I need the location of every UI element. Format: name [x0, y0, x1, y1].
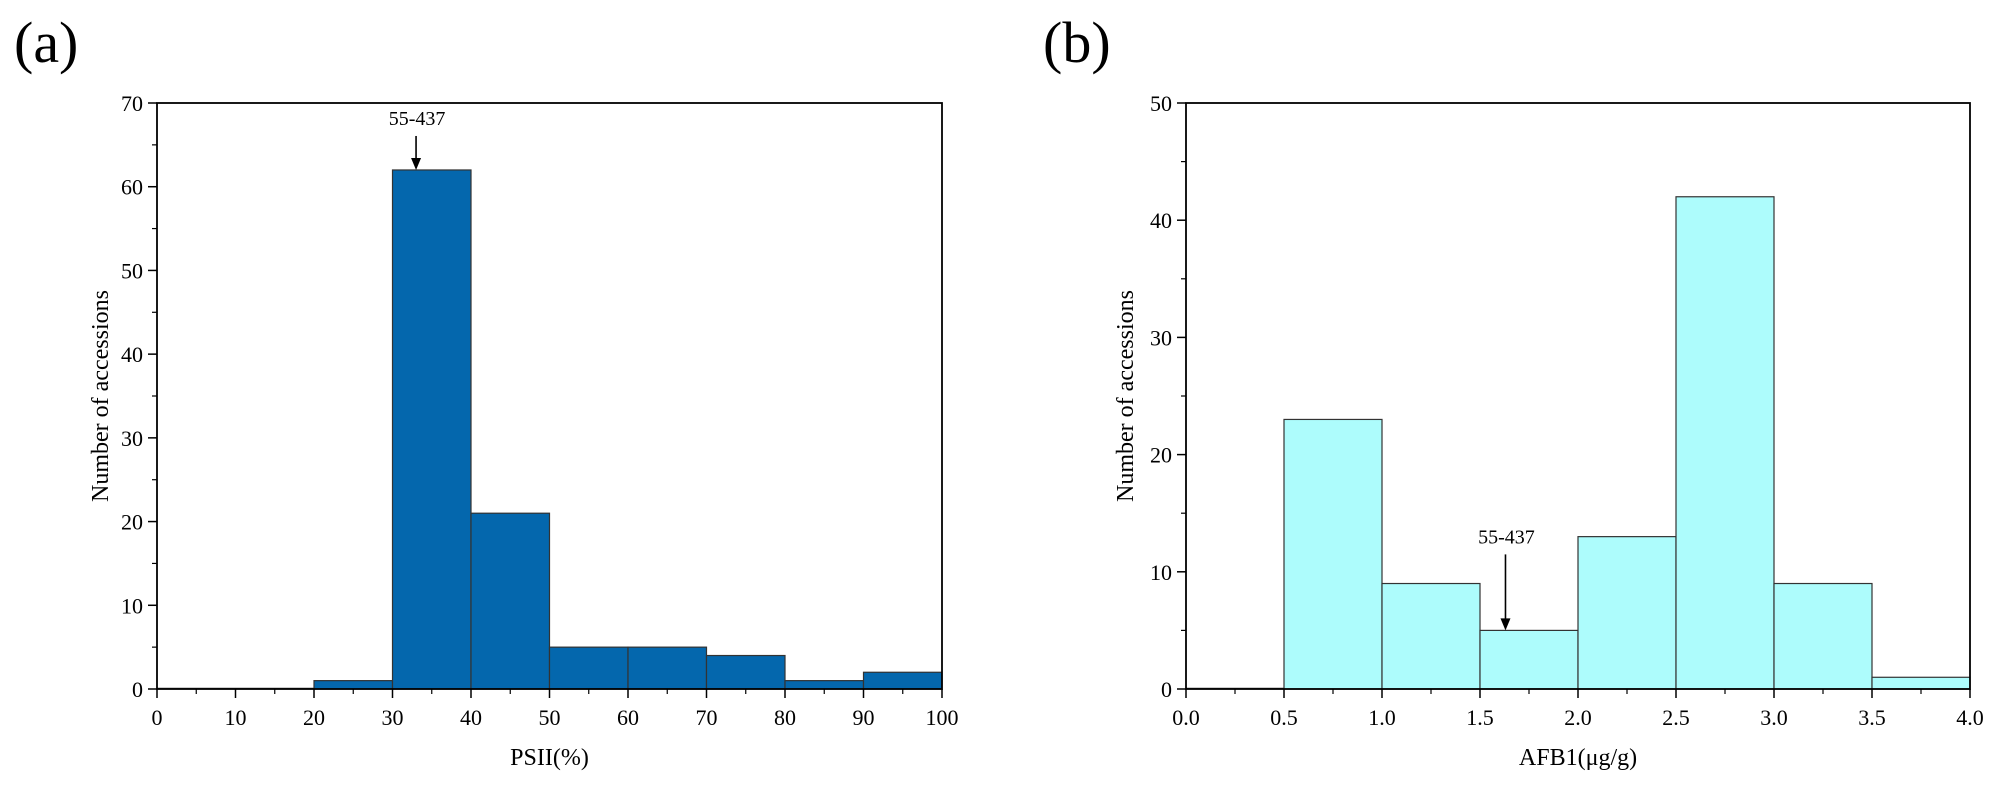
x-tick-label: 2.5: [1662, 705, 1690, 730]
histogram-bar: [313, 680, 394, 690]
x-tick-label: 0: [152, 705, 163, 730]
x-tick-label: 80: [774, 705, 796, 730]
y-axis-title: Number of accessions: [1113, 290, 1139, 502]
x-tick-label: 0.5: [1270, 705, 1298, 730]
y-tick-label: 20: [121, 510, 143, 535]
y-axis-title: Number of accessions: [88, 290, 114, 502]
histogram-bar: [1283, 418, 1383, 690]
annotation-arrowhead: [1500, 618, 1511, 631]
y-tick-label: 10: [1150, 560, 1172, 585]
x-tick-label: 2.0: [1564, 705, 1592, 730]
x-tick-label: 4.0: [1956, 705, 1984, 730]
histogram-bar: [391, 169, 472, 690]
y-tick-label: 20: [1150, 443, 1172, 468]
histogram-bar: [1479, 629, 1579, 690]
x-tick-label: 70: [696, 705, 718, 730]
x-tick-label: 1.5: [1466, 705, 1494, 730]
y-tick-label: 60: [121, 175, 143, 200]
x-tick-label: 40: [460, 705, 482, 730]
histogram-bar: [862, 671, 943, 690]
x-tick-label: 90: [853, 705, 875, 730]
chart-panel-b: (b) 0.0 0.5 1.0 1.5 2.0 2.5 3.0 3.5 4.0 0 10 20 30 40 5…: [1043, 10, 1984, 771]
histogram-bar: [1381, 582, 1481, 690]
histogram-bar: [470, 512, 551, 690]
x-tick-label: 3.0: [1760, 705, 1788, 730]
histogram-bar: [1773, 582, 1873, 690]
histogram-bar: [1871, 676, 1971, 690]
x-axis-title: PSII(%): [510, 745, 589, 771]
annotation-arrowhead: [411, 157, 422, 170]
y-tick-label: 50: [121, 258, 143, 283]
y-tick-label: 40: [121, 342, 143, 367]
panel-label: (a): [14, 10, 78, 75]
histogram-bar: [1675, 196, 1775, 690]
annotation-label: 55-437: [1478, 526, 1535, 548]
y-tick-label: 0: [132, 677, 143, 702]
y-tick-label: 40: [1150, 208, 1172, 233]
x-tick-label: 60: [617, 705, 639, 730]
histogram-bar: [705, 654, 786, 690]
x-tick-label: 1.0: [1368, 705, 1396, 730]
y-tick-label: 50: [1150, 91, 1172, 116]
chart-panel-a: (a) 0 10 20 30 40 50 60 70 80 90 100 0 10 20 30 40 50 60 70…: [14, 10, 959, 771]
y-tick-label: 30: [1150, 325, 1172, 350]
y-tick-label: 30: [121, 426, 143, 451]
histogram-bar: [627, 646, 708, 690]
y-tick-label: 10: [121, 593, 143, 618]
y-tick-label: 70: [121, 91, 143, 116]
annotation-label: 55-437: [389, 108, 446, 130]
x-axis-title: AFB1(μg/g): [1519, 745, 1637, 771]
histogram-bar: [1577, 536, 1677, 690]
x-tick-label: 100: [926, 705, 959, 730]
x-tick-label: 20: [303, 705, 325, 730]
x-tick-label: 0.0: [1172, 705, 1200, 730]
panel-label: (b): [1043, 10, 1111, 75]
histogram-bar: [784, 680, 865, 690]
x-tick-label: 10: [225, 705, 247, 730]
x-tick-label: 50: [539, 705, 561, 730]
x-tick-label: 3.5: [1858, 705, 1886, 730]
y-tick-label: 0: [1161, 677, 1172, 702]
x-tick-label: 30: [382, 705, 404, 730]
histogram-bar: [548, 646, 629, 690]
